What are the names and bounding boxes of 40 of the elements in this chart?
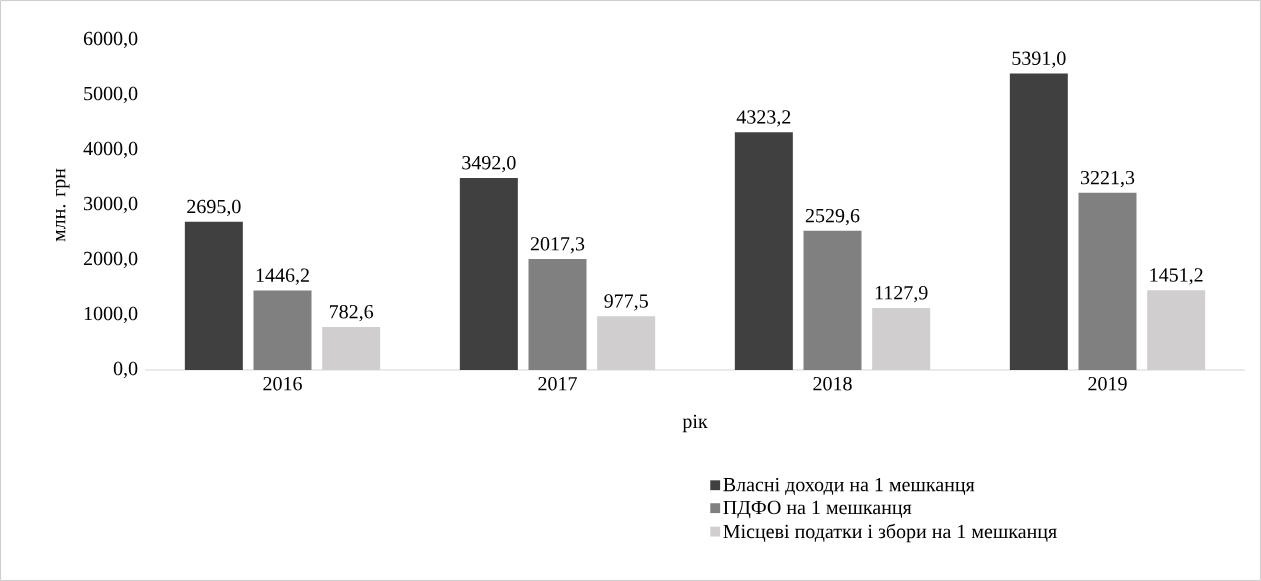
x-tick-label: 2019 (1088, 376, 1127, 391)
legend-label: Власні доходи на 1 мешканця (723, 477, 975, 495)
data-label: 1446,2 (256, 268, 309, 285)
y-tick-label: 3000,0 (84, 196, 138, 214)
bar (1009, 73, 1068, 370)
bar (597, 316, 656, 370)
y-axis-title: млн. грн (55, 168, 70, 242)
data-label: 4323,2 (736, 110, 791, 127)
data-label: 5391,0 (1012, 51, 1066, 68)
x-tick-label: 2016 (263, 376, 302, 391)
data-label: 2529,6 (805, 208, 860, 226)
x-tick-label: 2018 (813, 376, 852, 391)
data-label: 2695,0 (187, 199, 241, 217)
data-label: 782,6 (329, 304, 374, 322)
legend-label: Місцеві податки і збори на 1 мешканця (723, 523, 1057, 543)
bar (872, 307, 931, 370)
bar (459, 177, 518, 370)
data-label: 3492,0 (462, 155, 516, 173)
data-label: 1127,9 (875, 286, 928, 303)
y-tick-label: 2000,0 (83, 251, 138, 269)
bar (253, 290, 312, 370)
bar (1147, 290, 1206, 370)
y-tick-label: 5000,0 (84, 86, 138, 104)
bar (803, 230, 862, 370)
legend-label: ПДФО на 1 мешканця (723, 500, 912, 519)
bar (1078, 192, 1137, 370)
data-label: 3221,3 (1080, 170, 1135, 188)
bar (528, 259, 587, 370)
x-tick-label: 2017 (538, 376, 577, 391)
y-tick-label: 1000,0 (84, 306, 138, 324)
bar (734, 132, 793, 370)
y-tick-label: 0,0 (113, 361, 138, 379)
x-axis-title: рік (682, 414, 708, 433)
data-label: 2017,3 (530, 237, 585, 254)
bar (184, 221, 243, 370)
data-label: 977,5 (604, 294, 648, 311)
y-tick-label: 4000,0 (83, 141, 138, 159)
data-label: 1451,2 (1150, 268, 1203, 285)
y-tick-label: 6000,0 (83, 31, 138, 49)
bar (322, 326, 381, 370)
